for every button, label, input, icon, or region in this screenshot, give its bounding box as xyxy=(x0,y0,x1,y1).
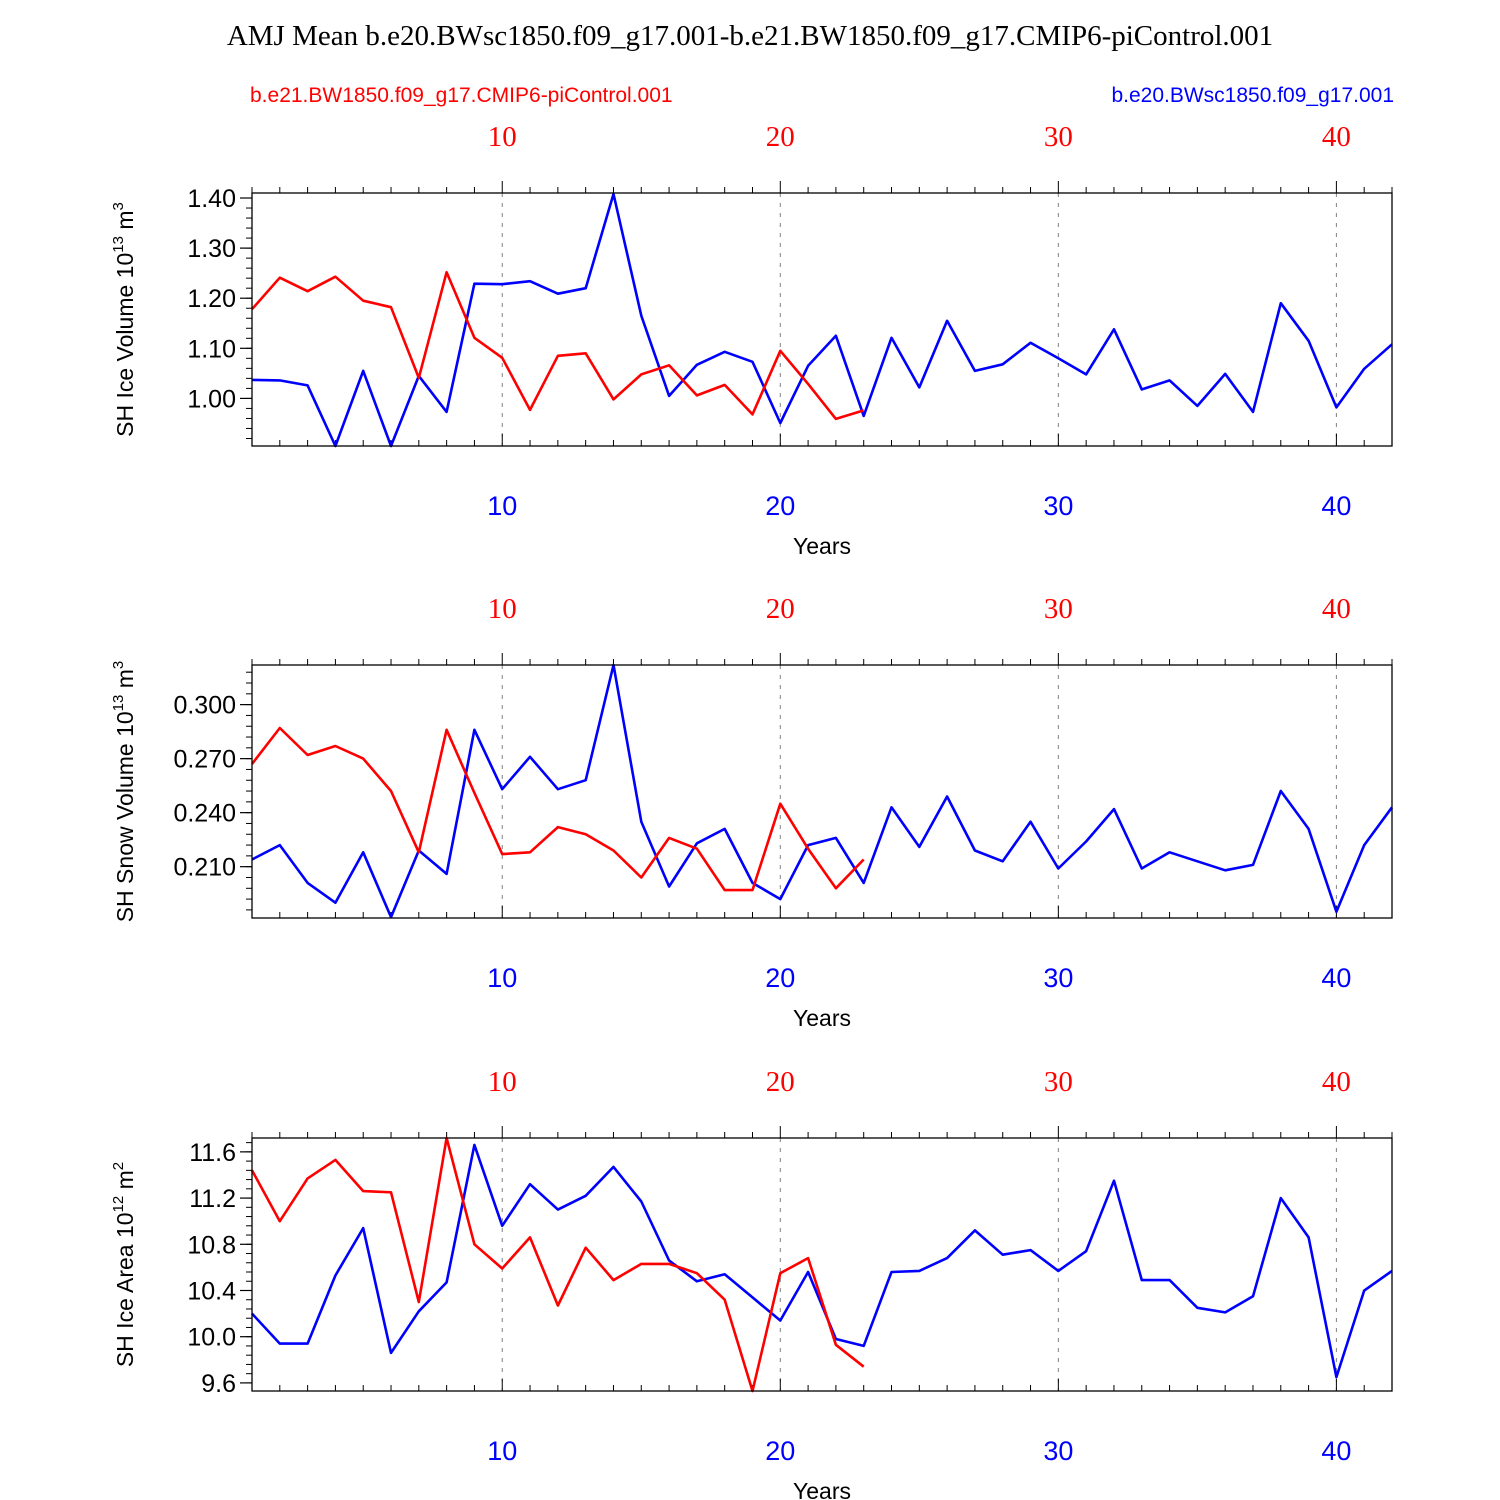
x-axis-label: Years xyxy=(793,1478,851,1500)
x-tick-label-bottom: 30 xyxy=(1043,491,1073,521)
y-tick-label: 1.40 xyxy=(187,185,236,213)
x-tick-label-top: 10 xyxy=(488,121,517,153)
x-axis-label: Years xyxy=(793,533,851,559)
x-tick-label-top: 10 xyxy=(488,593,517,625)
series-line-blue xyxy=(251,192,1393,448)
y-tick-label: 1.10 xyxy=(187,335,236,363)
x-tick-label-top: 40 xyxy=(1322,121,1351,153)
panel-2: 0.210 0.240 0.270 0.300 10 10 20 20 30 30 40 40 Year… xyxy=(110,593,1394,1031)
x-axis-label: Years xyxy=(793,1005,851,1031)
panel-3: 9.6 10.0 10.4 10.8 11.2 11.6 10 10 20 20 30 30 40 40 Y… xyxy=(110,1066,1393,1500)
y-tick-label: 0.300 xyxy=(173,692,236,720)
y-tick-label: 10.8 xyxy=(187,1231,236,1259)
plot-frame xyxy=(251,664,1393,919)
x-tick-label-top: 20 xyxy=(766,1066,795,1098)
x-tick-label-bottom: 40 xyxy=(1321,491,1351,521)
x-tick-label-bottom: 30 xyxy=(1043,963,1073,993)
legend-blue-label: b.e20.BWsc1850.f09_g17.001 xyxy=(1111,84,1394,107)
y-tick-label: 1.30 xyxy=(187,235,236,263)
y-tick-label: 11.6 xyxy=(189,1139,236,1167)
x-tick-label-bottom: 20 xyxy=(765,491,795,521)
chart-title: AMJ Mean b.e20.BWsc1850.f09_g17.001-b.e2… xyxy=(227,20,1273,52)
x-tick-label-bottom: 10 xyxy=(487,1436,517,1466)
y-tick-label: 10.0 xyxy=(187,1324,236,1352)
x-tick-label-top: 30 xyxy=(1044,593,1073,625)
x-tick-label-bottom: 40 xyxy=(1321,963,1351,993)
x-tick-label-bottom: 30 xyxy=(1043,1436,1073,1466)
y-tick-label: 0.240 xyxy=(173,800,236,828)
x-tick-label-top: 30 xyxy=(1044,121,1073,153)
y-tick-label: 1.00 xyxy=(187,385,236,413)
y-tick-label: 1.20 xyxy=(187,285,236,313)
y-tick-label: 11.2 xyxy=(189,1185,236,1213)
plot-frame xyxy=(251,1137,1393,1392)
x-tick-label-top: 40 xyxy=(1322,593,1351,625)
series-line-blue xyxy=(251,1143,1393,1379)
x-tick-label-bottom: 20 xyxy=(765,1436,795,1466)
panels: 1.00 1.10 1.20 1.30 1.40 10 10 20 20 30 30 40 40 Year… xyxy=(110,121,1394,1500)
series-line-red xyxy=(251,270,865,421)
series-line-red xyxy=(250,1136,865,1393)
y-tick-label: 9.6 xyxy=(201,1370,236,1398)
x-tick-label-top: 30 xyxy=(1044,1066,1073,1098)
x-tick-label-top: 40 xyxy=(1322,1066,1351,1098)
series-line-blue xyxy=(251,663,1394,919)
x-tick-label-top: 10 xyxy=(488,1066,517,1098)
y-axis-label: SH Snow Volume 1013 m3 xyxy=(110,661,138,923)
x-tick-label-bottom: 10 xyxy=(487,963,517,993)
y-axis-label: SH Ice Area 1012 m2 xyxy=(110,1162,138,1367)
x-tick-label-top: 20 xyxy=(766,121,795,153)
y-tick-label: 0.270 xyxy=(173,746,236,774)
legend-red-label: b.e21.BW1850.f09_g17.CMIP6-piControl.001 xyxy=(250,84,673,107)
x-tick-label-bottom: 10 xyxy=(487,491,517,521)
y-axis-label: SH Ice Volume 1013 m3 xyxy=(110,202,138,437)
panel-1: 1.00 1.10 1.20 1.30 1.40 10 10 20 20 30 30 40 40 Year… xyxy=(110,121,1393,559)
y-tick-label: 0.210 xyxy=(173,854,236,882)
x-tick-label-bottom: 40 xyxy=(1321,1436,1351,1466)
x-tick-label-bottom: 20 xyxy=(765,963,795,993)
y-tick-label: 10.4 xyxy=(187,1277,236,1305)
x-tick-label-top: 20 xyxy=(766,593,795,625)
series-line-red xyxy=(250,726,865,892)
plot-frame xyxy=(251,192,1393,447)
